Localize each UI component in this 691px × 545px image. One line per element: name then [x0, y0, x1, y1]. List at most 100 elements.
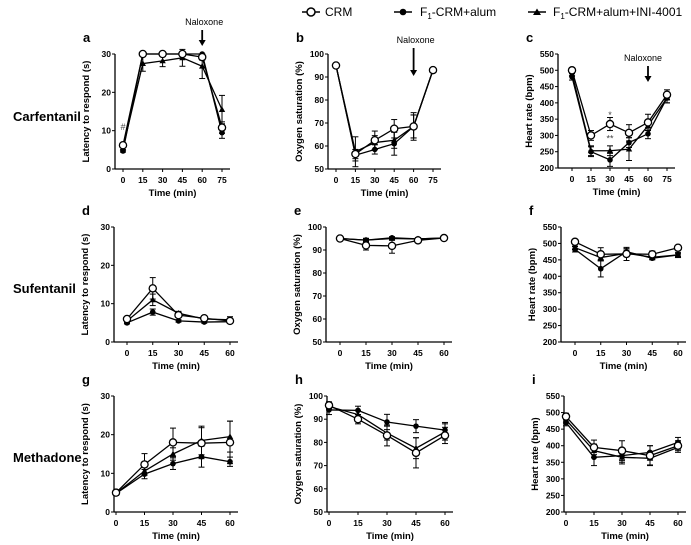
legend-item-crm: CRM: [302, 5, 352, 19]
y-axis-label: Oxygen saturation (%): [293, 404, 304, 505]
data-point-crm: [411, 448, 421, 458]
data-point-ini: [139, 60, 146, 66]
data-point-alum: [563, 419, 569, 426]
data-point-alum: [588, 148, 594, 155]
x-tick-label: 15: [351, 175, 361, 185]
legend-label-rest: -CRM+alum: [432, 5, 496, 19]
x-tick-label: 60: [225, 348, 235, 358]
x-tick-label: 30: [158, 175, 168, 185]
y-tick-label: 500: [546, 408, 560, 418]
y-tick-label: 550: [543, 222, 557, 232]
panel-a: 0 10 20 30 0 15 30 45 60 75 Time (min) Latency to r…: [81, 17, 230, 199]
y-tick-label: 200: [543, 337, 557, 347]
markers-crm: [561, 412, 683, 460]
y-tick-label: 70: [315, 118, 325, 128]
x-tick-label: 45: [389, 175, 399, 185]
x-tick-label: 0: [564, 518, 569, 528]
panel-letter: i: [532, 372, 536, 387]
markers-ini: [332, 62, 437, 155]
legend-label-crm: CRM: [325, 5, 352, 19]
data-point-crm: [440, 431, 450, 440]
y-tick-label: 80: [313, 268, 323, 278]
data-point-ini: [226, 433, 234, 439]
panel-d: 0 10 20 30 0 15 30 45 60 Time (min) Latency to res…: [80, 203, 238, 372]
y-tick-label: 350: [540, 114, 554, 124]
x-tick-label: 45: [178, 175, 188, 185]
y-axis-label: Heart rate (bpm): [524, 74, 535, 147]
data-point-crm: [370, 135, 380, 145]
y-axis-label: Latency to respond (s): [80, 403, 91, 505]
data-point-alum: [198, 453, 205, 460]
y-tick-label: 70: [314, 461, 324, 471]
y-axis-label: Latency to respond (s): [81, 61, 92, 163]
x-tick-label: 75: [428, 175, 438, 185]
data-point-crm: [197, 438, 206, 448]
panel-c: 200 250 300 350 400 450 500 550 0 15 30 45 60 75 Time …: [524, 30, 675, 198]
y-tick-label: 550: [546, 391, 560, 401]
legend-label-ini: F1-CRM+alum+INI-4001: [553, 5, 682, 21]
data-point-alum: [607, 157, 613, 163]
markers-crm: [118, 49, 227, 150]
y-tick-label: 80: [314, 437, 324, 447]
data-point-ini: [149, 296, 156, 303]
data-point-alum: [170, 460, 176, 467]
data-point-crm: [645, 451, 655, 460]
data-point-crm: [225, 316, 235, 326]
x-tick-label: 30: [382, 518, 392, 528]
y-tick-label: 400: [540, 98, 554, 108]
panel-letter: d: [82, 203, 90, 218]
data-point-crm: [382, 431, 392, 440]
data-point-crm: [118, 140, 128, 150]
data-point-crm: [409, 122, 418, 131]
arrow-head-icon: [410, 70, 418, 76]
y-axis-label: Heart rate (bpm): [530, 417, 541, 490]
y-tick-label: 300: [546, 474, 560, 484]
y-tick-label: 250: [540, 147, 554, 157]
markers-crm: [331, 61, 438, 159]
markers-ini: [119, 54, 226, 151]
markers-crm: [122, 284, 235, 326]
markers-crm: [111, 438, 235, 497]
data-point-crm: [122, 314, 132, 324]
legend: CRM F1-CRM+alum F1-CRM+alum+INI-4001: [302, 5, 682, 21]
x-tick-label: 45: [624, 174, 634, 184]
x-tick-label: 60: [409, 175, 419, 185]
y-tick-label: 20: [101, 430, 111, 440]
panel-letter: e: [294, 203, 301, 218]
data-point-crm: [389, 124, 399, 134]
data-point-alum: [175, 318, 182, 324]
data-point-crm: [673, 243, 683, 252]
data-point-alum: [372, 146, 378, 153]
data-point-ini: [625, 145, 633, 152]
legend-label-main: F: [553, 5, 560, 19]
x-tick-label: 0: [573, 348, 578, 358]
y-tick-label: 60: [314, 484, 324, 494]
data-point-crm: [353, 414, 363, 424]
x-axis-label: Time (min): [152, 531, 200, 542]
x-tick-label: 30: [387, 348, 397, 358]
x-tick-label: 60: [673, 348, 683, 358]
panel-letter: g: [82, 372, 90, 387]
y-tick-label: 300: [543, 304, 557, 314]
arrow-head-icon: [644, 76, 652, 82]
data-point-crm: [561, 412, 571, 421]
series-alum: [333, 63, 436, 162]
arrow-head-icon: [198, 40, 206, 46]
legend-label-main: F: [420, 5, 427, 19]
y-tick-label: 550: [540, 49, 554, 59]
data-point-crm: [428, 65, 438, 75]
y-tick-label: 400: [546, 441, 560, 451]
y-tick-label: 100: [308, 222, 322, 232]
x-tick-label: 0: [125, 348, 130, 358]
x-tick-label: 60: [225, 518, 235, 528]
y-tick-label: 30: [101, 391, 111, 401]
row-label-sufentanil: Sufentanil: [13, 281, 76, 296]
x-tick-label: 0: [327, 518, 332, 528]
y-tick-label: 0: [106, 164, 111, 174]
data-point-crm: [586, 131, 596, 140]
y-tick-label: 10: [101, 299, 111, 309]
markers-crm: [324, 401, 450, 458]
data-point-alum: [389, 235, 395, 241]
series-crm: [333, 63, 436, 160]
